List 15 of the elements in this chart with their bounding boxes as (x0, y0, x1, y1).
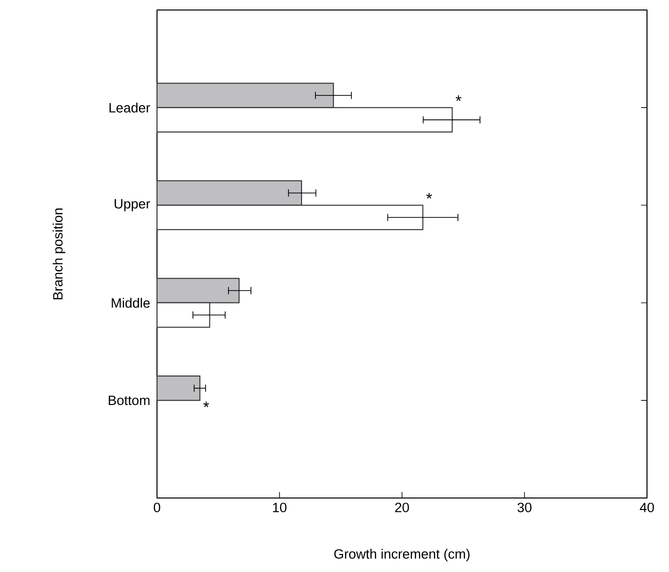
y-tick-label: Middle (112, 298, 150, 308)
annotation: * (456, 95, 462, 102)
y-axis-title: Branch position (52, 208, 66, 300)
bar (156, 376, 200, 401)
x-axis-title: Growth increment (cm) (334, 548, 470, 562)
y-tick-label: Bottom (108, 396, 150, 406)
x-tick-label: 40 (640, 502, 654, 512)
x-tick-label: 0 (154, 502, 160, 512)
annotation: * (426, 193, 432, 199)
y-tick-label: Leader (110, 102, 150, 113)
x-tick-label: 30 (518, 502, 532, 512)
x-tick-label: 20 (395, 502, 409, 512)
y-tick-label: Upper (114, 199, 150, 212)
annotation: * (203, 402, 210, 408)
x-tick-label: 10 (273, 502, 286, 512)
